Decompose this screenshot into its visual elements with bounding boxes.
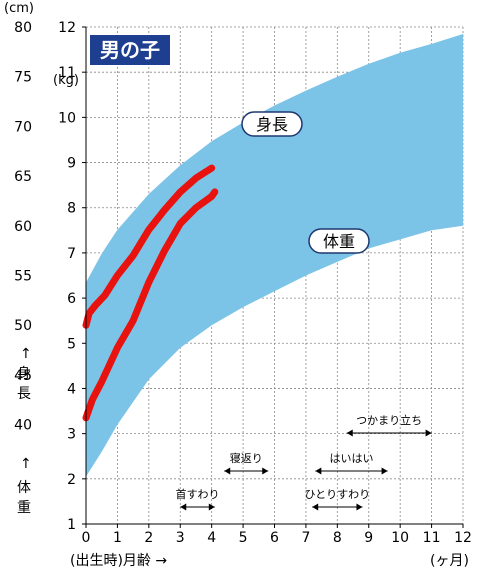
weight-tick-label: 10: [58, 110, 76, 126]
percentile-bands: [86, 34, 463, 477]
weight-measurement-point: [100, 380, 103, 383]
weight-measurement-point: [163, 249, 166, 252]
height-measurement-point: [179, 190, 182, 194]
height-tick-label: 55: [14, 269, 32, 285]
weight-measurement-point: [147, 281, 151, 284]
milestone-arrow-left: [346, 429, 353, 437]
milestone-label: 寝返り: [230, 451, 263, 465]
chart-title: 男の子: [90, 35, 170, 65]
x-tick-label: 9: [364, 530, 373, 546]
height-band-label: 身長: [241, 111, 303, 137]
weight-measurement-point: [213, 190, 217, 194]
milestone-arrow-left: [224, 467, 231, 475]
height-measurement-point: [147, 228, 151, 231]
height-tick-label: 45: [14, 368, 32, 384]
height-band-label-text: 身長: [256, 115, 288, 134]
axes: 0 1 2 3 4 5 6 7 8 9 10 11 12404550556065707580123456…: [14, 20, 472, 546]
height-measurement-point: [87, 312, 91, 315]
x-tick-label: 2: [144, 530, 153, 546]
weight-tick-label: 11: [58, 65, 76, 81]
x-tick-label: 11: [423, 530, 441, 546]
height-measurement-point: [210, 166, 213, 170]
x-axis-title: (出生時)月齢 →: [70, 553, 167, 569]
milestone-arrow-left: [180, 503, 187, 511]
milestone: はいはい: [315, 452, 388, 475]
weight-tick-label: 4: [67, 381, 76, 397]
height-measurement-point: [116, 274, 119, 277]
milestone: 首すわり: [176, 487, 220, 511]
weight-percentile-band: [86, 69, 463, 477]
weight-tick-label: 8: [67, 201, 76, 217]
milestone-arrow-right: [381, 467, 388, 475]
x-tick-label: 1: [113, 530, 122, 546]
milestone: ひとりすわり: [304, 488, 370, 511]
height-tick-label: 60: [14, 219, 32, 235]
height-tick-label: 80: [14, 20, 32, 36]
x-tick-label: 5: [239, 530, 248, 546]
weight-measurement-point: [210, 195, 213, 198]
milestone: 寝返り: [224, 451, 269, 475]
weight-measurement-point: [179, 222, 182, 225]
weight-measurement-point: [116, 346, 119, 349]
x-unit: (ヶ月): [430, 553, 469, 569]
weight-band-label-text: 体重: [323, 232, 355, 251]
height-measurement-point: [94, 304, 97, 307]
height-measurement-point: [194, 176, 198, 180]
weight-tick-label: 7: [67, 246, 76, 262]
milestone: つかまり立ち: [346, 413, 432, 437]
height-tick-label: 70: [14, 119, 32, 135]
weight-tick-label: 1: [67, 517, 76, 533]
milestone-arrow-left: [315, 467, 322, 475]
milestone-label: 首すわり: [176, 487, 220, 501]
weight-measurement-point: [91, 398, 94, 401]
x-tick-label: 6: [270, 530, 279, 546]
milestone-arrow-right: [262, 467, 269, 475]
height-axis-title: ↑ 身 長: [17, 346, 36, 402]
height-tick-label: 50: [14, 318, 32, 334]
x-tick-label: 7: [301, 530, 310, 546]
weight-tick-label: 5: [67, 336, 76, 352]
x-tick-label: 8: [333, 530, 342, 546]
height-unit: (cm): [4, 1, 34, 16]
weight-band-label: 体重: [308, 228, 370, 254]
milestone-label: ひとりすわり: [304, 488, 370, 501]
milestone-label: つかまり立ち: [356, 413, 422, 427]
x-tick-label: 0: [82, 530, 91, 546]
weight-measurement-point: [194, 206, 198, 209]
height-tick-label: 65: [14, 169, 32, 185]
x-tick-label: 3: [176, 530, 185, 546]
height-tick-label: 75: [14, 70, 32, 86]
chart-title-text: 男の子: [100, 38, 160, 62]
x-tick-label: 12: [454, 530, 472, 546]
height-measurement-point: [131, 254, 135, 257]
weight-tick-label: 6: [67, 291, 76, 307]
weight-measurement-point: [131, 319, 135, 322]
milestone-arrow-right: [356, 503, 363, 511]
x-tick-label: 4: [207, 530, 216, 546]
milestone-arrow-left: [312, 503, 319, 511]
milestone-arrow-right: [425, 429, 432, 437]
height-tick-label: 40: [14, 418, 32, 434]
weight-tick-label: 12: [58, 20, 76, 36]
weight-unit: (kg): [53, 73, 79, 88]
weight-tick-label: 3: [67, 427, 76, 443]
x-tick-label: 10: [391, 530, 409, 546]
weight-tick-label: 2: [67, 472, 76, 488]
measurement-lines: [82, 164, 219, 422]
height-measurement-point: [163, 208, 166, 212]
weight-tick-label: 9: [67, 156, 76, 172]
milestone-arrow-right: [208, 503, 215, 511]
weight-axis-title: ↑ 体 重: [17, 456, 36, 516]
milestone-label: はいはい: [329, 452, 373, 465]
height-measurement-point: [103, 294, 107, 297]
